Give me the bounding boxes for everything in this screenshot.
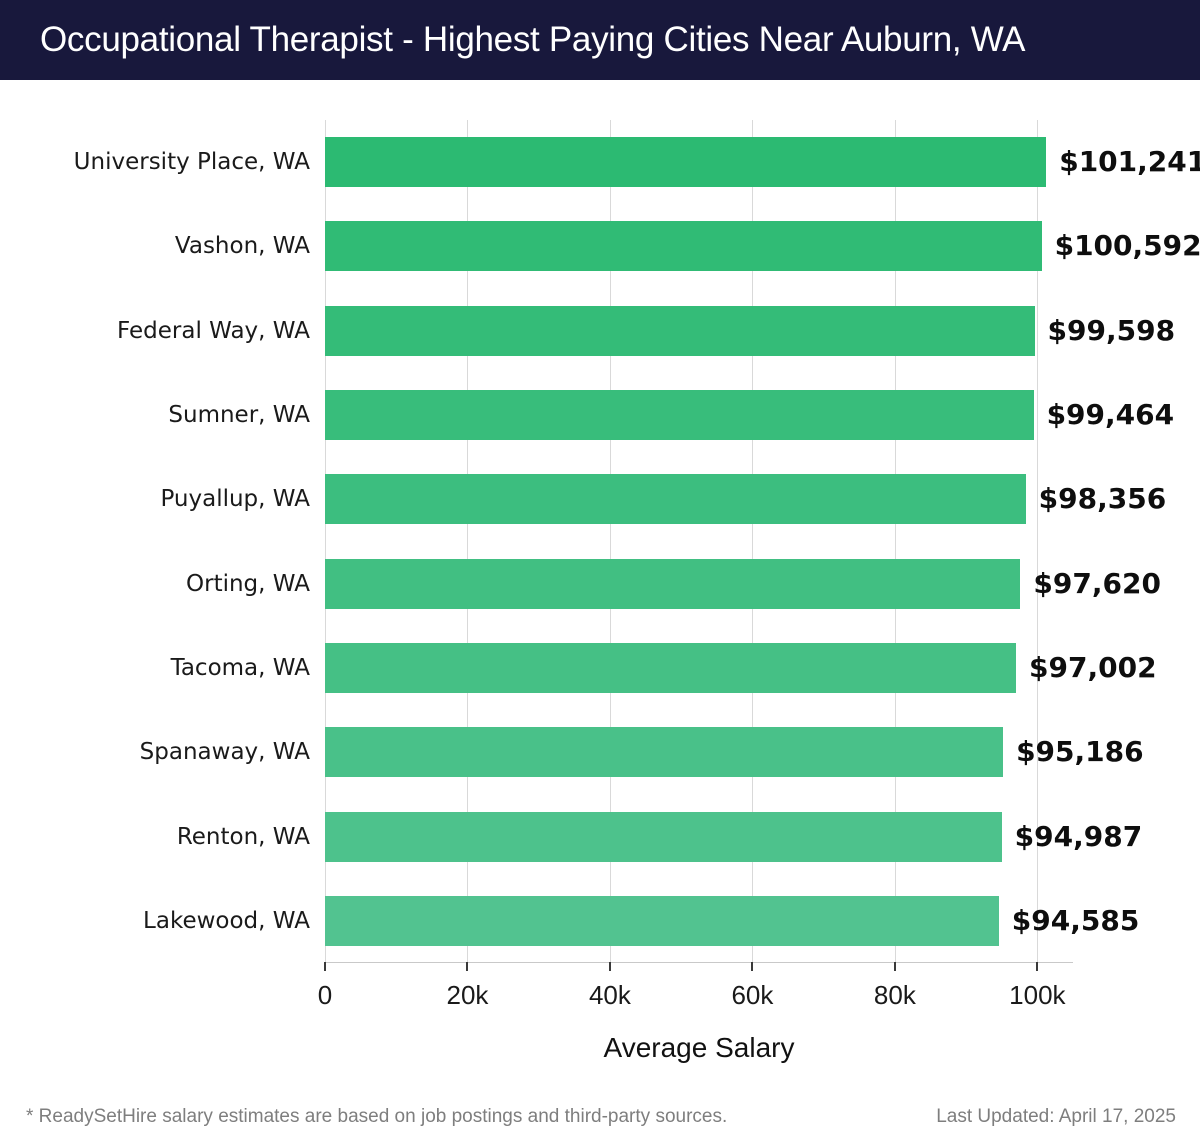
value-label: $95,186 [1016,735,1144,769]
category-label: Vashon, WA [174,233,310,260]
bar-row: $99,464 [325,389,1200,440]
x-axis-line [325,962,1073,963]
x-tick-label: 0 [317,980,333,1010]
x-axis-title: Average Salary [603,1032,795,1063]
bar [325,137,1047,187]
bar-row: $99,598 [325,305,1200,356]
x-tick [466,962,469,971]
x-tick [1036,962,1039,971]
x-tick-label: 60k [731,980,774,1010]
value-label: $94,987 [1014,819,1143,853]
gridline [325,120,326,962]
bar [325,895,999,946]
gridline [467,120,469,962]
gridline [752,120,754,962]
category-label: Federal Way, WA [117,317,310,344]
x-tick-label: 20k [446,980,489,1010]
category-label: Lakewood, WA [143,907,310,934]
value-label: $100,592 [1054,229,1200,263]
bar-row: $95,186 [325,727,1200,778]
category-label: Spanaway, WA [139,739,310,766]
category-label: Puyallup, WA [160,486,310,513]
gridline [1037,120,1039,962]
value-label: $97,002 [1029,650,1157,684]
bar-row: $98,356 [325,474,1200,525]
value-label: $99,464 [1046,397,1175,431]
bar [325,305,1035,356]
category-label: Sumner, WA [168,401,310,428]
value-label: $99,598 [1047,313,1176,347]
footnote: * ReadySetHire salary estimates are base… [26,1106,728,1127]
value-label: $97,620 [1033,566,1161,600]
bar-row: $101,241 [325,137,1200,187]
bar-row: $97,620 [325,558,1200,609]
bar [325,558,1021,609]
bar [325,389,1034,440]
value-label: $98,356 [1038,482,1167,516]
last-updated: Last Updated: April 17, 2025 [936,1106,1176,1127]
footer: * ReadySetHire salary estimates are base… [0,1106,1200,1128]
category-label: Orting, WA [186,570,310,597]
category-label: Tacoma, WA [170,654,310,681]
category-label: University Place, WA [73,149,310,175]
gridline [894,120,896,962]
bar-row: $100,592 [325,221,1200,272]
plot-area: $101,241 $100,592 $99,598 $99,464 $98,356 $97… [325,120,1200,962]
value-label: $94,585 [1011,903,1140,937]
x-tick-label: 80k [873,980,916,1010]
bar [325,811,1002,862]
chart-title: Occupational Therapist - Highest Paying … [40,20,1026,59]
category-label: Renton, WA [176,823,310,850]
bar [325,727,1004,778]
x-tick [751,962,754,971]
bar-row: $94,585 [325,895,1200,946]
x-tick-label: 100k [1009,980,1066,1010]
x-tick [324,962,326,971]
header-bar: Occupational Therapist - Highest Paying … [0,0,1200,80]
bar-row: $97,002 [325,642,1200,693]
x-tick [608,962,611,971]
x-tick [893,962,896,971]
bar [325,221,1042,272]
bar [325,642,1017,693]
bar [325,474,1026,525]
gridline [609,120,611,962]
value-label: $101,241 [1059,145,1200,178]
x-tick-label: 40k [588,980,631,1010]
bar-row: $94,987 [325,811,1200,862]
